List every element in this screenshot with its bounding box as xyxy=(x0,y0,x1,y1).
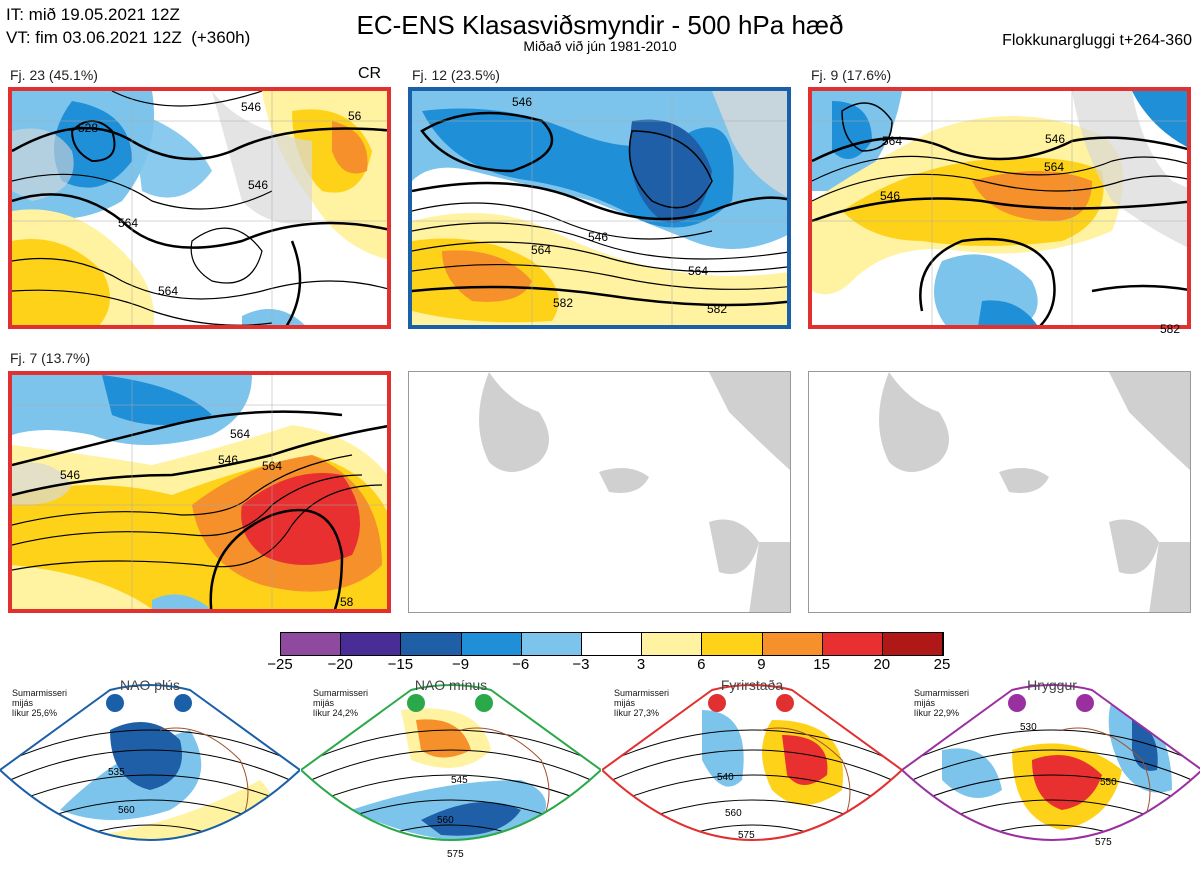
contour-label: 546 xyxy=(1045,132,1066,146)
regime-map xyxy=(301,684,601,841)
contour-label: 546 xyxy=(60,468,81,482)
page-subtitle: Miðað við jún 1981-2010 xyxy=(523,38,677,54)
page-title: EC-ENS Klasasviðsmyndir - 500 hPa hæð xyxy=(356,10,844,40)
colorbar-segment xyxy=(521,633,582,655)
regime-contour-label: 540 xyxy=(717,772,734,783)
regime-contour-label: 560 xyxy=(437,815,454,826)
colorbar-tick-label: 9 xyxy=(757,656,766,673)
colorbar-segment xyxy=(882,633,944,655)
regime-panel xyxy=(902,670,1200,870)
regime-contour-label: 550 xyxy=(1100,777,1117,788)
empty-map-5 xyxy=(408,371,791,613)
colorbar-segment xyxy=(642,633,703,655)
panel-4-label: Fj. 7 (13.7%) xyxy=(10,350,91,366)
regime-info: mijás xyxy=(914,698,936,708)
contour-label: 546 xyxy=(248,178,269,192)
contour-label: 56 xyxy=(348,109,362,123)
contour-label: 564 xyxy=(1044,160,1065,174)
regime-info: mijás xyxy=(313,698,335,708)
colorbar-segment xyxy=(581,633,643,655)
regime-contour-label: 530 xyxy=(1020,722,1037,733)
contour-label: 58 xyxy=(340,595,354,609)
contour-label: 546 xyxy=(588,230,609,244)
contour-label: 582 xyxy=(1160,322,1181,336)
contour-label: 582 xyxy=(707,302,728,316)
colorbar-tick-label: 15 xyxy=(813,656,830,673)
regime-info: líkur 24,2% xyxy=(313,708,359,718)
empty-map-6 xyxy=(808,371,1191,613)
contour-label: 546 xyxy=(512,95,533,109)
regime-info: mijás xyxy=(12,698,34,708)
regime-contour-label: 575 xyxy=(447,849,464,860)
regime-contour-label: 535 xyxy=(108,767,125,778)
contour-label: 564 xyxy=(262,459,283,473)
regime-info: Sumarmisseri xyxy=(12,688,68,698)
regime-contour-label: 575 xyxy=(738,830,755,841)
regime-contour-label: 560 xyxy=(725,808,742,819)
colorbar-segment xyxy=(281,633,342,655)
colorbar-segment xyxy=(401,633,462,655)
colorbar-segment xyxy=(461,633,522,655)
colorbar-segment xyxy=(822,633,883,655)
regime-info: líkur 22,9% xyxy=(914,708,960,718)
regime-info: Sumarmisseri xyxy=(614,688,670,698)
panel-3-label: Fj. 9 (17.6%) xyxy=(811,67,892,83)
regime-info: líkur 25,6% xyxy=(12,708,58,718)
regime-name: NAO plús xyxy=(120,677,180,693)
regime-panel xyxy=(301,670,601,870)
regime-map xyxy=(902,684,1200,841)
contour-label: 564 xyxy=(118,216,139,230)
contour-label: 564 xyxy=(158,284,179,298)
regime-info: Sumarmisseri xyxy=(313,688,369,698)
contour-label: 546 xyxy=(880,189,901,203)
colorbar xyxy=(280,632,944,656)
valid-time: VT: fim 03.06.2021 12Z (+360h) xyxy=(6,28,251,47)
contour-label: 582 xyxy=(553,296,574,310)
regime-panel xyxy=(0,670,300,870)
cluster-map-4 xyxy=(8,371,391,613)
contour-label: 564 xyxy=(531,243,552,257)
regime-contour-label: 545 xyxy=(451,775,468,786)
contour-label: 564 xyxy=(688,264,709,278)
contour-label: 546 xyxy=(241,100,262,114)
regime-contour-label: 575 xyxy=(1095,837,1112,848)
regime-name: NAO mínus xyxy=(414,677,488,693)
regime-panel xyxy=(602,670,902,870)
cluster-map-3 xyxy=(808,87,1191,329)
contour-label: 564 xyxy=(882,134,903,148)
colorbar-tick-label: −9 xyxy=(451,656,470,673)
clustering-window: Flokkunargluggi t+264-360 xyxy=(1002,32,1192,49)
cluster-map-1 xyxy=(8,87,391,329)
panel-2-label: Fj. 12 (23.5%) xyxy=(412,67,500,83)
regime-name: Hryggur xyxy=(1027,677,1077,693)
panel-1-label: Fj. 23 (45.1%) xyxy=(10,67,98,83)
colorbar-tick-label: 25 xyxy=(933,656,951,673)
colorbar-tick-label: 3 xyxy=(636,656,646,673)
regime-info: Sumarmisseri xyxy=(914,688,970,698)
colorbar-segment xyxy=(341,633,402,655)
regime-map xyxy=(0,684,300,841)
regime-map xyxy=(602,684,902,841)
regime-info: líkur 27,3% xyxy=(614,708,660,718)
colorbar-tick-label: 20 xyxy=(873,656,891,673)
panel-1-tag: CR xyxy=(358,65,382,82)
colorbar-tick-label: −6 xyxy=(512,656,530,673)
colorbar-tick-label: −15 xyxy=(387,656,414,673)
colorbar-tick-label: −25 xyxy=(267,656,293,673)
contour-label: 564 xyxy=(230,427,251,441)
contour-label: 528 xyxy=(78,121,99,135)
colorbar-tick-label: 6 xyxy=(697,656,706,673)
regime-name: Fyrirstaða xyxy=(720,677,784,693)
colorbar-segment xyxy=(702,633,763,655)
colorbar-tick-label: −3 xyxy=(572,656,590,673)
regime-info: mijás xyxy=(614,698,636,708)
contour-label: 546 xyxy=(218,453,239,467)
regime-contour-label: 560 xyxy=(118,805,135,816)
colorbar-tick-label: −20 xyxy=(327,656,353,673)
cluster-map-2 xyxy=(408,87,791,329)
init-time: IT: mið 19.05.2021 12Z xyxy=(6,5,180,24)
colorbar-segment xyxy=(762,633,823,655)
